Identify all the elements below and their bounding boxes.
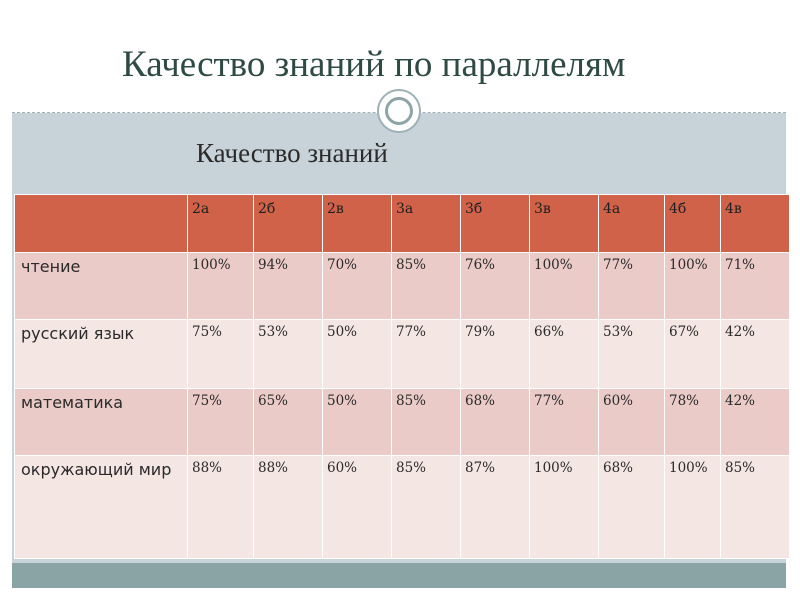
table-cell: 42%	[720, 388, 790, 456]
column-header: 3б	[460, 194, 530, 253]
knowledge-quality-table: 2а 2б 2в 3а 3б 3в 4а 4б 4в чтение 100% 9…	[14, 194, 790, 559]
table-cell: 60%	[598, 388, 665, 456]
column-header: 2б	[253, 194, 323, 253]
table-cell: 77%	[391, 319, 461, 389]
table-cell: 78%	[664, 388, 721, 456]
table-cell: 85%	[391, 252, 461, 320]
column-header: 4а	[598, 194, 665, 253]
footer-band	[12, 563, 786, 588]
table-row: чтение 100% 94% 70% 85% 76% 100% 77% 100…	[14, 252, 790, 320]
table-cell: 50%	[322, 388, 392, 456]
column-header: 3в	[529, 194, 599, 253]
column-header: 2в	[322, 194, 392, 253]
table-cell: 53%	[598, 319, 665, 389]
table-cell: 42%	[720, 319, 790, 389]
table-cell: 66%	[529, 319, 599, 389]
table-row: математика 75% 65% 50% 85% 68% 77% 60% 7…	[14, 388, 790, 456]
table-cell: 76%	[460, 252, 530, 320]
table-cell: 67%	[664, 319, 721, 389]
table-cell: 100%	[664, 455, 721, 559]
row-label: окружающий мир	[14, 455, 188, 559]
table-row: окружающий мир 88% 88% 60% 85% 87% 100% …	[14, 455, 790, 559]
slide-title: Качество знаний по параллелям	[122, 44, 626, 85]
table-cell: 85%	[720, 455, 790, 559]
table-cell: 87%	[460, 455, 530, 559]
row-label: математика	[14, 388, 188, 456]
table-cell: 71%	[720, 252, 790, 320]
table-cell: 100%	[529, 455, 599, 559]
header-corner-cell	[14, 194, 188, 253]
column-header: 2а	[187, 194, 254, 253]
table-cell: 100%	[529, 252, 599, 320]
table-cell: 100%	[664, 252, 721, 320]
table-cell: 65%	[253, 388, 323, 456]
table-cell: 88%	[187, 455, 254, 559]
column-header: 3а	[391, 194, 461, 253]
table-cell: 53%	[253, 319, 323, 389]
circle-ornament-icon	[377, 89, 421, 133]
table-row: русский язык 75% 53% 50% 77% 79% 66% 53%…	[14, 319, 790, 389]
table-caption: Качество знаний	[196, 138, 388, 168]
table-cell: 100%	[187, 252, 254, 320]
column-header: 4в	[720, 194, 790, 253]
table-cell: 75%	[187, 388, 254, 456]
table-cell: 77%	[598, 252, 665, 320]
table-cell: 94%	[253, 252, 323, 320]
table-cell: 75%	[187, 319, 254, 389]
table-cell: 85%	[391, 388, 461, 456]
slide: Качество знаний по параллелям Качество з…	[12, 13, 790, 588]
table-cell: 79%	[460, 319, 530, 389]
table-cell: 68%	[460, 388, 530, 456]
table-cell: 68%	[598, 455, 665, 559]
table-cell: 60%	[322, 455, 392, 559]
column-header: 4б	[664, 194, 721, 253]
table-cell: 50%	[322, 319, 392, 389]
table-cell: 77%	[529, 388, 599, 456]
row-label: чтение	[14, 252, 188, 320]
table-cell: 85%	[391, 455, 461, 559]
table-cell: 70%	[322, 252, 392, 320]
table-header-row: 2а 2б 2в 3а 3б 3в 4а 4б 4в	[14, 194, 790, 253]
row-label: русский язык	[14, 319, 188, 389]
table-cell: 88%	[253, 455, 323, 559]
